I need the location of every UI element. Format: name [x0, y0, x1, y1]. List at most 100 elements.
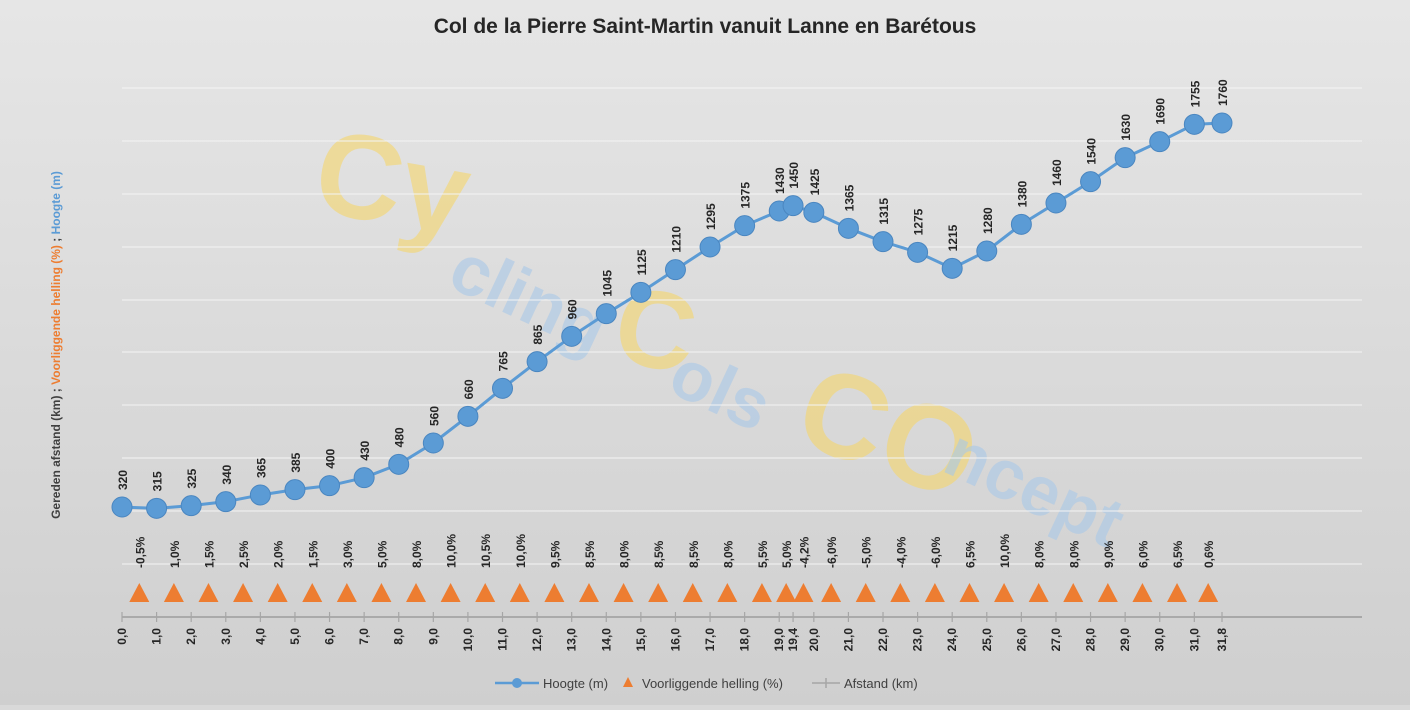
helling-marker [1097, 583, 1118, 602]
helling-label: -4,0% [894, 536, 908, 568]
hoogte-point [422, 432, 444, 454]
hoogte-label: 1690 [1154, 98, 1168, 125]
helling-label: -5,0% [860, 536, 874, 568]
x-tick-label: 13,0 [565, 628, 579, 652]
hoogte-label: 1760 [1216, 79, 1230, 106]
hoogte-label: 1375 [739, 182, 753, 209]
helling-marker [890, 583, 911, 602]
hoogte-point [111, 496, 133, 518]
legend-label: Voorliggende helling (%) [642, 676, 783, 691]
helling-marker [1063, 583, 1084, 602]
helling-label: 8,0% [410, 540, 424, 568]
gridlines [122, 87, 1362, 618]
y-axis-label-part: Hoogte (m) [49, 171, 63, 234]
helling-label: 1,5% [306, 540, 320, 568]
hoogte-label: 765 [497, 351, 511, 371]
hoogte-point [1114, 147, 1136, 169]
hoogte-point [180, 495, 202, 517]
x-tick-label: 0,0 [115, 628, 129, 645]
legend-label: Afstand (km) [844, 676, 918, 691]
y-axis-label-part: ; [49, 234, 63, 245]
hoogte-point [1211, 112, 1233, 134]
hoogte-label: 1365 [842, 184, 856, 211]
helling-label: 8,0% [721, 540, 735, 568]
hoogte-point [388, 453, 410, 475]
helling-label: 8,5% [652, 540, 666, 568]
hoogte-point [457, 405, 479, 427]
helling-label: 10,5% [479, 534, 493, 568]
helling-label: 10,0% [998, 534, 1012, 568]
helling-marker [776, 583, 797, 602]
helling-label: -4,2% [797, 536, 811, 568]
hoogte-point [1183, 113, 1205, 135]
x-tick-label: 9,0 [426, 628, 440, 645]
helling-marker [855, 583, 876, 602]
hoogte-point [907, 241, 929, 263]
x-tick-label: 7,0 [357, 628, 371, 645]
hoogte-point [492, 377, 514, 399]
hoogte-label: 960 [566, 299, 580, 319]
hoogte-point [941, 257, 963, 279]
hoogte-point [976, 240, 998, 262]
helling-label: 0,6% [1202, 540, 1216, 568]
hoogte-label: 320 [116, 470, 130, 490]
x-tick-label: 21,0 [841, 628, 855, 652]
x-tick-label: 19,4 [786, 628, 800, 652]
x-tick-label: 20,0 [807, 628, 821, 652]
hoogte-label: 1430 [773, 167, 787, 194]
hoogte-point [215, 491, 237, 513]
helling-marker [336, 583, 357, 602]
x-tick-label: 25,0 [980, 628, 994, 652]
watermark-text: ncept [934, 413, 1136, 563]
helling-marker [475, 583, 496, 602]
helling-marker [302, 583, 323, 602]
helling-marker [233, 583, 254, 602]
helling-label: 9,5% [548, 540, 562, 568]
helling-label: 10,0% [514, 534, 528, 568]
x-tick-label: 1,0 [150, 628, 164, 645]
hoogte-point [526, 351, 548, 373]
hoogte-label: 430 [358, 440, 372, 460]
watermark-text: cling [439, 228, 620, 368]
hoogte-label: 340 [220, 464, 234, 484]
helling-label: -6,0% [929, 536, 943, 568]
hoogte-point [353, 467, 375, 489]
hoogte-label: 1540 [1085, 138, 1099, 165]
helling-label: 2,5% [237, 540, 251, 568]
helling-marker [793, 583, 814, 602]
helling-label: 10,0% [445, 534, 459, 568]
helling-marker [163, 583, 184, 602]
y-axis-label-part: Voorliggende helling (%) [49, 245, 63, 385]
hoogte-label: 365 [254, 458, 268, 478]
helling-label: 6,0% [1136, 540, 1150, 568]
x-tick-label: 2,0 [184, 628, 198, 645]
helling-marker [1028, 583, 1049, 602]
helling-marker [648, 583, 669, 602]
x-tick-label: 14,0 [599, 628, 613, 652]
hoogte-label: 480 [393, 427, 407, 447]
hoogte-label: 385 [289, 452, 303, 472]
hoogte-label: 1045 [600, 270, 614, 297]
legend: Hoogte (m) Voorliggende helling (%) Afstan… [495, 676, 918, 691]
hoogte-line [121, 121, 1223, 510]
hoogte-point [146, 497, 168, 519]
hoogte-point [837, 217, 859, 239]
hoogte-label: 400 [324, 448, 338, 468]
hoogte-label: 1210 [669, 226, 683, 253]
series-hoogte: 320 315 325 340 365 385 400 430 480 560 660 765 865 9… [111, 79, 1233, 519]
helling-marker [959, 583, 980, 602]
hoogte-label: 1630 [1119, 114, 1133, 141]
x-tick-label: 28,0 [1084, 628, 1098, 652]
helling-marker [509, 583, 530, 602]
helling-marker [994, 583, 1015, 602]
helling-marker [821, 583, 842, 602]
hoogte-label: 1295 [704, 203, 718, 230]
helling-label: -6,0% [825, 536, 839, 568]
x-tick-label: 3,0 [219, 628, 233, 645]
x-tick-label: 16,0 [668, 628, 682, 652]
chart-title: Col de la Pierre Saint-Martin vanuit Lan… [434, 15, 977, 38]
hoogte-point [699, 236, 721, 258]
x-tick-label: 15,0 [634, 628, 648, 652]
